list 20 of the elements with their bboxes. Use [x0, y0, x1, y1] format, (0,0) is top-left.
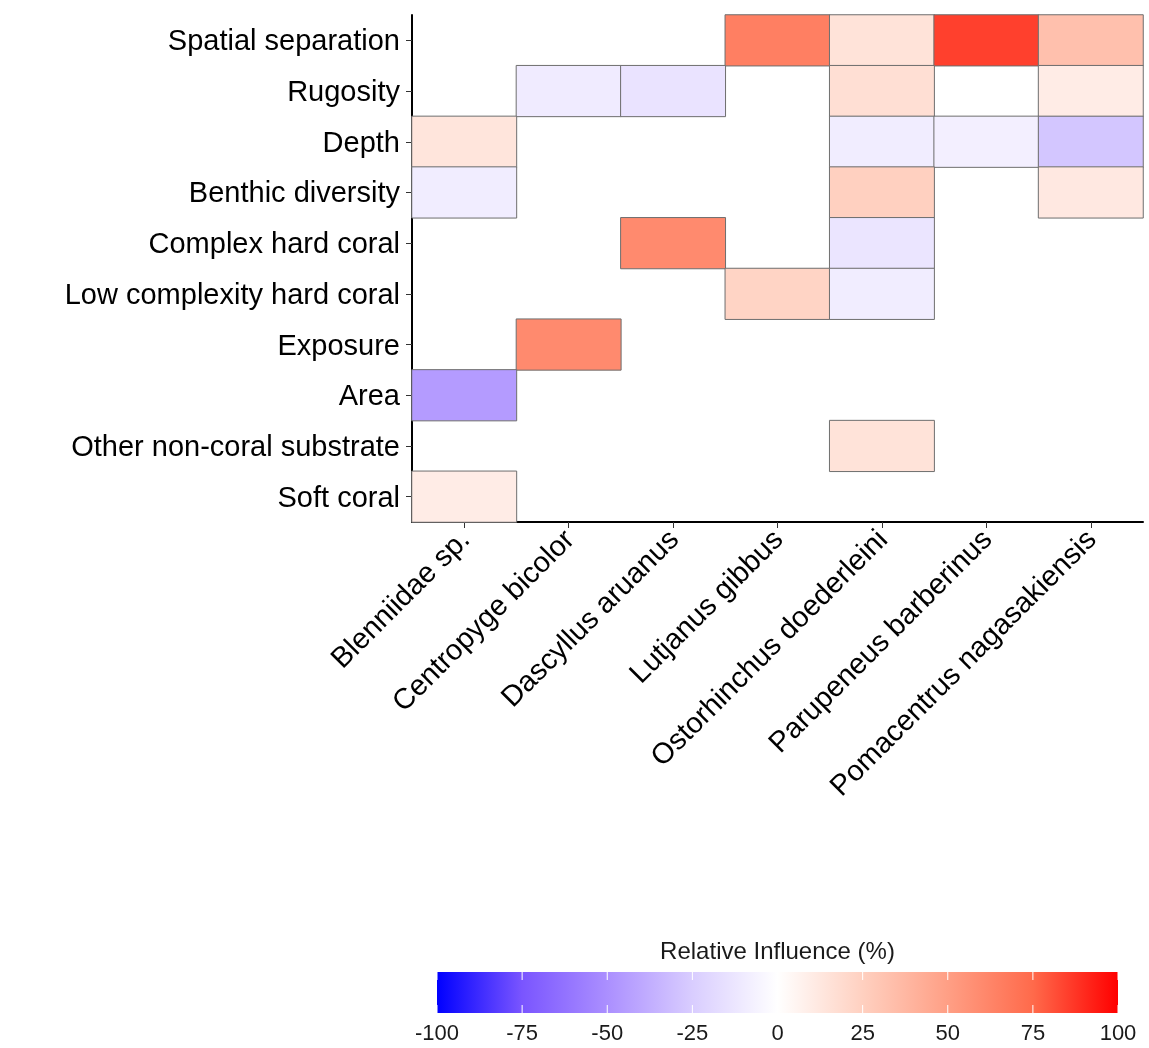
color-bar-label: 100	[1099, 1019, 1137, 1045]
color-bar-label: -50	[591, 1019, 624, 1045]
y-tick-label: Exposure	[277, 328, 400, 361]
color-bar-label: -75	[506, 1019, 539, 1045]
y-tick-label: Area	[338, 379, 401, 412]
color-bar-label: 0	[771, 1019, 784, 1045]
y-tick-label: Rugosity	[287, 75, 401, 108]
y-tick-label: Other non-coral substrate	[71, 429, 400, 462]
color-bar-label: -100	[414, 1019, 460, 1045]
y-tick-label: Complex hard coral	[148, 227, 400, 260]
color-bar-label: -25	[676, 1019, 709, 1045]
color-bar-label: 50	[935, 1019, 960, 1045]
y-tick-label: Spatial separation	[167, 24, 400, 57]
y-tick-label: Soft coral	[277, 480, 400, 513]
color-bar-label: 25	[850, 1019, 875, 1045]
color-bar-label: 75	[1020, 1019, 1046, 1045]
y-tick-label: Benthic diversity	[188, 176, 401, 209]
color-bar-title: Relative Influence (%)	[660, 936, 895, 964]
y-tick-label: Low complexity hard coral	[64, 277, 400, 310]
y-tick-label: Depth	[322, 125, 400, 158]
